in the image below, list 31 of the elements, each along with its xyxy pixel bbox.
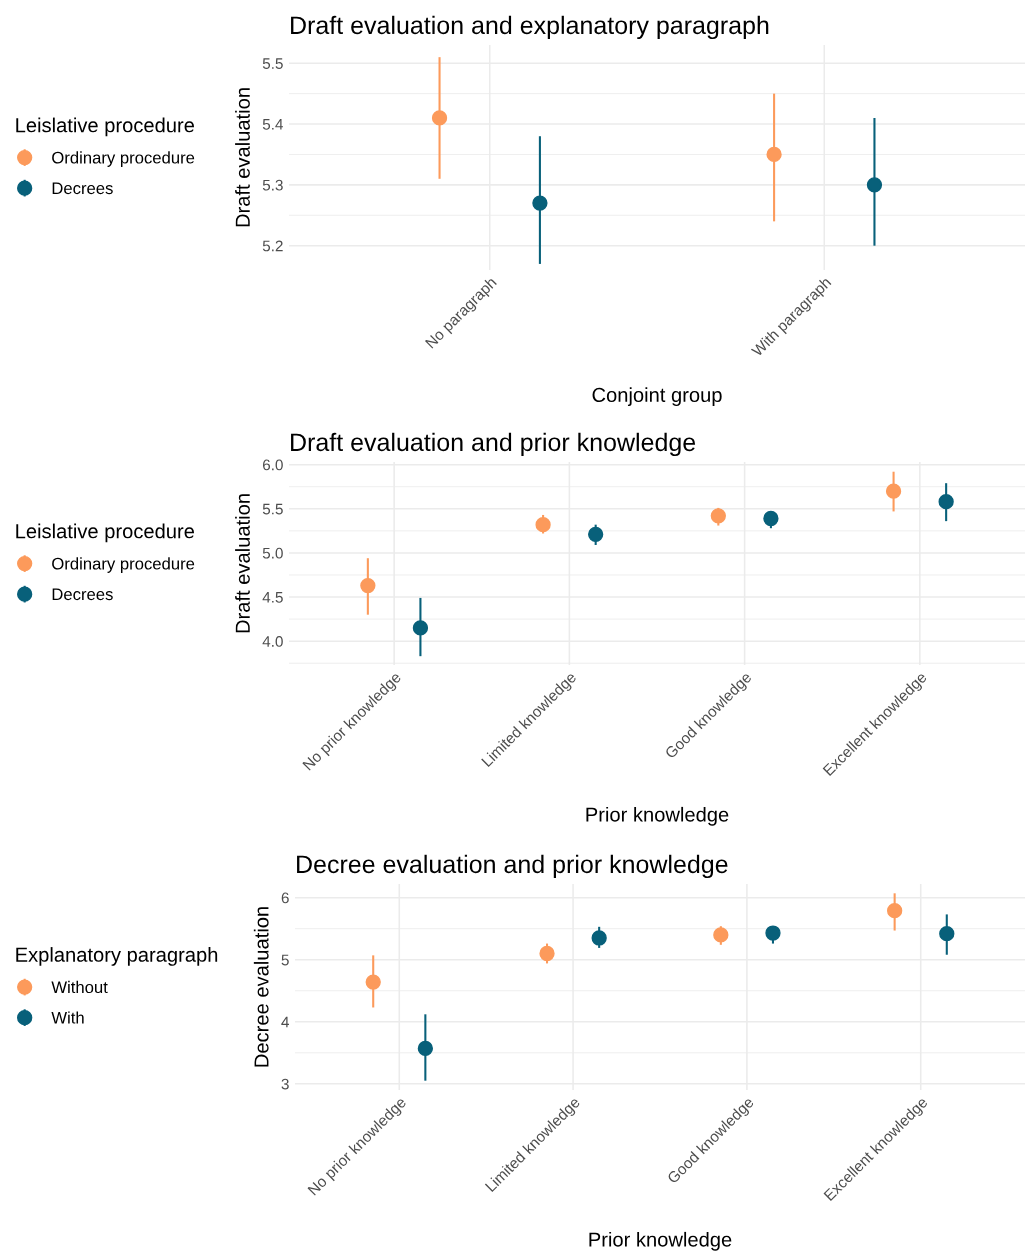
chart-title: Draft evaluation and explanatory paragraph <box>291 15 769 40</box>
y-axis-title: Decree evaluation <box>253 907 269 1067</box>
legend-label: Decrees <box>52 182 113 195</box>
legend-title: Leislative procedure <box>16 523 195 543</box>
y-tick-label: 6 <box>281 892 289 904</box>
y-tick-label: 4.5 <box>262 592 283 603</box>
x-axis-title: Prior knowledge <box>586 806 729 826</box>
y-tick-label: 5.5 <box>262 58 283 69</box>
y-axis-title: Draft evaluation <box>235 494 250 633</box>
y-tick-label: 4 <box>281 1016 289 1028</box>
legend-label: Decrees <box>52 588 113 601</box>
legend-label: Ordinary procedure <box>52 151 195 167</box>
legend-label: With <box>51 1011 84 1024</box>
y-axis-title: Draft evaluation <box>235 88 250 227</box>
y-tick-label: 5.4 <box>262 119 283 130</box>
y-tick-label: 5 <box>281 954 289 966</box>
legend-title: Leislative procedure <box>16 117 195 137</box>
y-tick-label: 5.3 <box>262 179 283 191</box>
y-tick-label: 6.0 <box>262 459 283 471</box>
legend-label: Without <box>51 980 108 994</box>
y-tick-label: 5.0 <box>262 547 283 559</box>
x-axis-title: Conjoint group <box>592 387 722 407</box>
x-axis-title: Prior knowledge <box>589 1231 732 1251</box>
y-tick-label: 4.0 <box>262 636 283 647</box>
chart-title: Draft evaluation and prior knowledge <box>291 432 696 457</box>
chart-title: Decree evaluation and prior knowledge <box>297 854 728 879</box>
y-tick-label: 5.5 <box>262 503 283 515</box>
legend-title: Explanatory paragraph <box>16 947 218 966</box>
legend-label: Ordinary procedure <box>52 557 195 573</box>
y-tick-label: 5.2 <box>262 240 283 252</box>
y-tick-label: 3 <box>281 1078 289 1090</box>
